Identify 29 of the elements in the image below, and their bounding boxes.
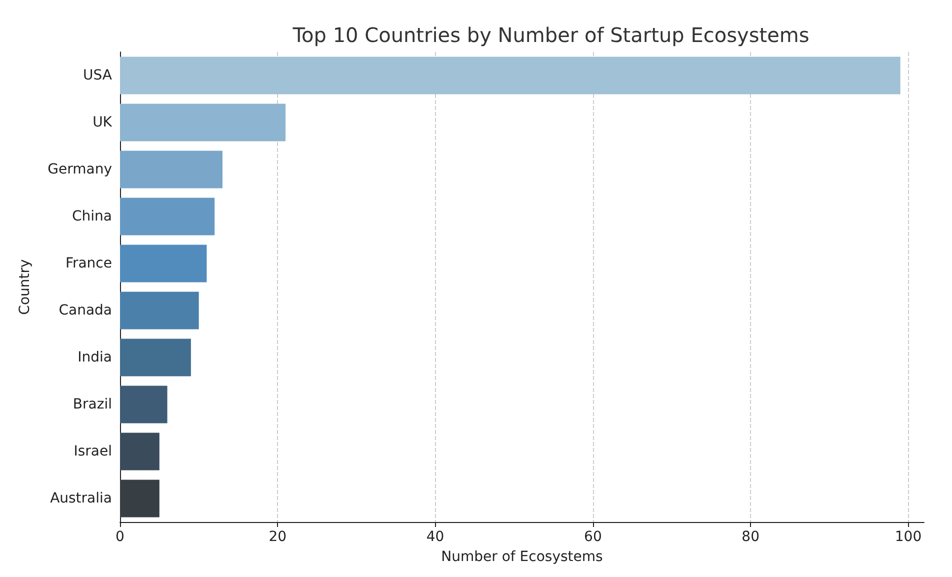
bar (120, 56, 900, 94)
x-tick-label: 100 (894, 529, 922, 545)
y-tick-label: Australia (50, 490, 112, 506)
x-tick-label: 0 (116, 529, 124, 545)
bar (120, 292, 199, 330)
bar (120, 338, 191, 376)
bar (120, 198, 215, 236)
x-tick-label: 60 (584, 529, 602, 545)
y-tick-label: Brazil (72, 396, 112, 412)
y-tick-label: Canada (58, 302, 112, 318)
chart-title: Top 10 Countries by Number of Startup Ecosystems (292, 23, 810, 47)
bar (120, 104, 286, 142)
bar (120, 386, 168, 424)
x-tick-label: 40 (426, 529, 444, 545)
y-tick-label: Germany (48, 162, 112, 178)
y-tick-label: UK (92, 114, 113, 130)
y-tick-label: Israel (74, 444, 112, 460)
bar (120, 432, 160, 470)
y-tick-label: France (65, 256, 112, 272)
y-tick-label: China (72, 208, 112, 224)
bar (120, 150, 222, 188)
bar (120, 480, 160, 518)
x-tick-label: 80 (742, 529, 760, 545)
y-axis-title: Country (17, 259, 33, 315)
x-axis-title: Number of Ecosystems (441, 549, 603, 565)
x-tick-label: 20 (268, 529, 287, 545)
y-tick-label: USA (83, 68, 112, 84)
y-tick-label: India (78, 350, 112, 366)
bar (120, 244, 207, 282)
